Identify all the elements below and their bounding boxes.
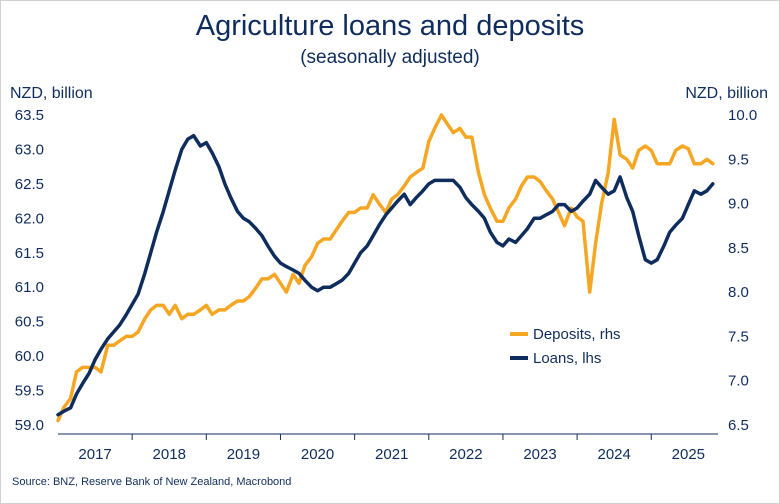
y-right-tick-label: 9.0 <box>728 196 749 213</box>
deposits-series-line <box>56 113 715 423</box>
x-tick-label: 2022 <box>449 446 482 463</box>
y-left-tick-label: 60.0 <box>15 348 44 365</box>
y-left-tick-label: 59.0 <box>15 417 44 434</box>
y-right-tick-label: 8.5 <box>728 240 749 257</box>
left-axis-label: NZD, billion <box>10 85 93 102</box>
y-left-tick-label: 63.5 <box>15 107 44 124</box>
x-tick-label: 2018 <box>153 446 186 463</box>
y-left-tick-label: 61.0 <box>15 279 44 296</box>
x-tick-label: 2019 <box>227 446 260 463</box>
y-right-tick-label: 8.0 <box>728 284 749 301</box>
x-tick-label: 2023 <box>523 446 556 463</box>
x-tick-label: 2017 <box>78 446 111 463</box>
loans-series-line <box>56 133 715 417</box>
chart-subtitle: (seasonally adjusted) <box>300 47 480 68</box>
chart-title: Agriculture loans and deposits <box>195 10 585 42</box>
x-tick-label: 2021 <box>375 446 408 463</box>
y-right-tick-label: 10.0 <box>728 107 757 124</box>
y-left-tick-label: 60.5 <box>15 314 44 331</box>
y-left-tick-label: 62.5 <box>15 176 44 193</box>
y-right-tick-label: 9.5 <box>728 151 749 168</box>
y-right-tick-label: 7.0 <box>728 373 749 390</box>
y-left-tick-label: 61.5 <box>15 245 44 262</box>
y-left-tick-label: 62.0 <box>15 210 44 227</box>
y-right-tick-label: 7.5 <box>728 328 749 345</box>
y-right-tick-label: 6.5 <box>728 417 749 434</box>
x-tick-label: 2020 <box>301 446 334 463</box>
legend-label: Deposits, rhs <box>533 326 621 343</box>
x-tick-label: 2025 <box>672 446 705 463</box>
y-left-tick-label: 59.5 <box>15 383 44 400</box>
legend-label: Loans, lhs <box>533 350 601 367</box>
source-note: Source: BNZ, Reserve Bank of New Zealand… <box>12 476 292 488</box>
y-left-tick-label: 63.0 <box>15 141 44 158</box>
x-tick-label: 2024 <box>597 446 630 463</box>
right-axis-label: NZD, billion <box>685 85 768 102</box>
